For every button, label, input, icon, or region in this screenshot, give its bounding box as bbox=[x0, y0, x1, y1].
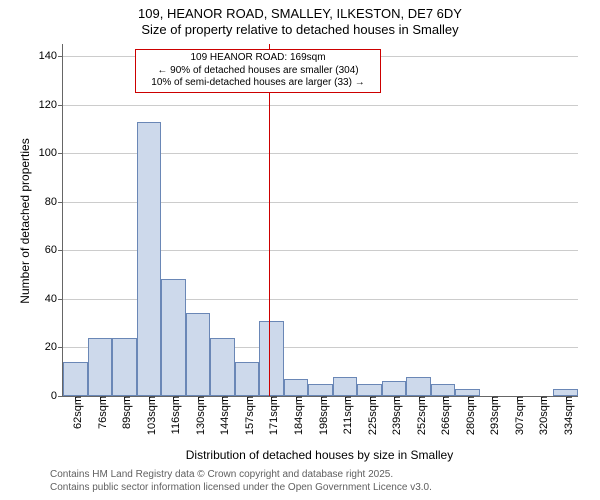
x-tick-label: 334sqm bbox=[557, 396, 575, 435]
x-tick-label: 239sqm bbox=[385, 396, 403, 435]
x-tick-label: 184sqm bbox=[287, 396, 305, 435]
histogram-bar bbox=[112, 338, 137, 396]
histogram-bar bbox=[259, 321, 284, 396]
histogram-bar bbox=[382, 381, 407, 396]
y-tick-label: 60 bbox=[45, 244, 63, 256]
histogram-bar bbox=[431, 384, 456, 396]
x-tick-label: 130sqm bbox=[189, 396, 207, 435]
marker-line bbox=[269, 44, 270, 396]
histogram-bar bbox=[455, 389, 480, 396]
footer-line1: Contains HM Land Registry data © Crown c… bbox=[50, 468, 432, 481]
x-tick-label: 307sqm bbox=[508, 396, 526, 435]
x-tick-label: 293sqm bbox=[483, 396, 501, 435]
x-tick-label: 116sqm bbox=[164, 396, 182, 434]
histogram-bar bbox=[235, 362, 260, 396]
x-tick-label: 76sqm bbox=[91, 396, 109, 429]
x-tick-label: 89sqm bbox=[115, 396, 133, 429]
x-tick-label: 62sqm bbox=[66, 396, 84, 429]
y-tick-label: 20 bbox=[45, 341, 63, 353]
y-tick-label: 120 bbox=[39, 99, 63, 111]
x-tick-label: 225sqm bbox=[361, 396, 379, 435]
x-tick-label: 144sqm bbox=[213, 396, 231, 435]
histogram-chart: 109, HEANOR ROAD, SMALLEY, ILKESTON, DE7… bbox=[0, 0, 600, 500]
x-tick-label: 252sqm bbox=[410, 396, 428, 435]
y-tick-label: 140 bbox=[39, 50, 63, 62]
histogram-bar bbox=[357, 384, 382, 396]
x-axis-label: Distribution of detached houses by size … bbox=[62, 448, 577, 462]
footer-attribution: Contains HM Land Registry data © Crown c… bbox=[50, 468, 432, 494]
annotation-line: 109 HEANOR ROAD: 169sqm bbox=[142, 52, 374, 65]
x-tick-label: 103sqm bbox=[140, 396, 158, 435]
histogram-bar bbox=[308, 384, 333, 396]
annotation-box: 109 HEANOR ROAD: 169sqm← 90% of detached… bbox=[135, 49, 381, 93]
annotation-line: 10% of semi-detached houses are larger (… bbox=[142, 77, 374, 90]
x-tick-label: 157sqm bbox=[238, 396, 256, 435]
annotation-line: ← 90% of detached houses are smaller (30… bbox=[142, 65, 374, 78]
y-tick-label: 40 bbox=[45, 293, 63, 305]
y-tick-label: 100 bbox=[39, 147, 63, 159]
histogram-bar bbox=[210, 338, 235, 396]
histogram-bar bbox=[137, 122, 162, 396]
chart-title-line1: 109, HEANOR ROAD, SMALLEY, ILKESTON, DE7… bbox=[0, 6, 600, 21]
x-tick-label: 280sqm bbox=[459, 396, 477, 435]
x-tick-label: 171sqm bbox=[262, 396, 280, 435]
histogram-bar bbox=[284, 379, 309, 396]
histogram-bar bbox=[88, 338, 113, 396]
histogram-bar bbox=[333, 377, 358, 396]
histogram-bar bbox=[406, 377, 431, 396]
y-axis-label: Number of detached properties bbox=[18, 131, 32, 311]
chart-title-line2: Size of property relative to detached ho… bbox=[0, 22, 600, 37]
y-tick-label: 0 bbox=[51, 390, 63, 402]
x-tick-label: 266sqm bbox=[434, 396, 452, 435]
footer-line2: Contains public sector information licen… bbox=[50, 481, 432, 494]
histogram-bar bbox=[186, 313, 211, 396]
plot-area: 02040608010012014062sqm76sqm89sqm103sqm1… bbox=[62, 44, 578, 397]
x-tick-label: 320sqm bbox=[532, 396, 550, 435]
grid-line bbox=[63, 105, 578, 106]
histogram-bar bbox=[553, 389, 578, 396]
histogram-bar bbox=[63, 362, 88, 396]
y-tick-label: 80 bbox=[45, 196, 63, 208]
histogram-bar bbox=[161, 279, 186, 396]
x-tick-label: 198sqm bbox=[312, 396, 330, 435]
x-tick-label: 211sqm bbox=[336, 396, 354, 434]
